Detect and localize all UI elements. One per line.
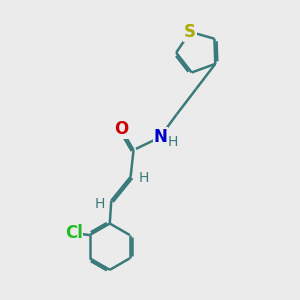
Text: S: S xyxy=(184,23,196,41)
Text: H: H xyxy=(168,135,178,149)
Text: O: O xyxy=(115,120,129,138)
Text: H: H xyxy=(95,196,105,211)
Text: Cl: Cl xyxy=(65,224,82,242)
Text: H: H xyxy=(139,171,149,185)
Text: N: N xyxy=(153,128,167,146)
